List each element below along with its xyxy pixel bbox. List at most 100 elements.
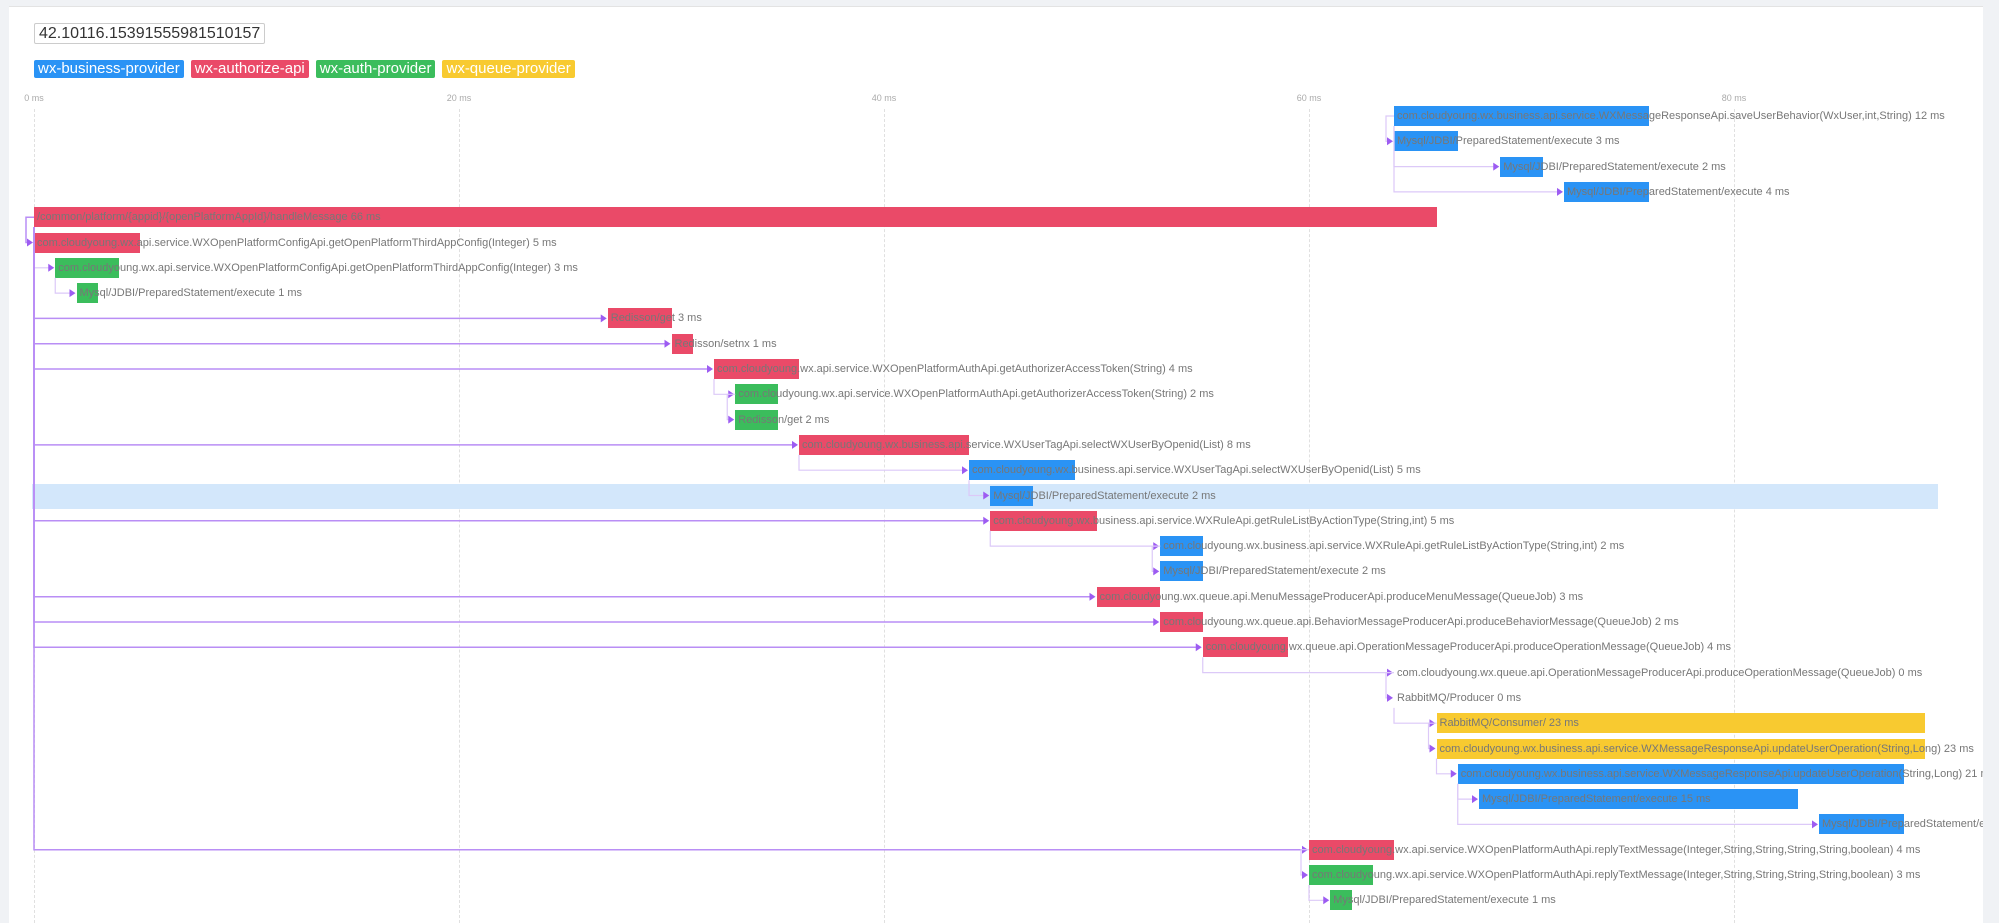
span-label[interactable]: Mysql/JDBI/PreparedStatement/execute 15 … <box>1482 793 1711 806</box>
span-bar[interactable] <box>1436 738 1926 759</box>
arrow-icon <box>48 263 55 272</box>
span-label[interactable]: Mysql/JDBI/PreparedStatement/execute <box>1822 818 1983 831</box>
arrow-icon <box>1387 137 1393 146</box>
arrow-icon <box>664 339 671 348</box>
trace-id[interactable]: 42.10116.15391555981510157 <box>34 23 266 44</box>
legend-service-auth: wx-auth-provider <box>315 60 436 78</box>
arrow-icon <box>1153 567 1160 576</box>
span-link <box>1435 758 1452 775</box>
span-bar[interactable] <box>735 409 778 430</box>
span-link <box>33 227 602 320</box>
span-label[interactable]: Redisson/get 3 ms <box>610 312 702 325</box>
span-label[interactable]: Mysql/JDBI/PreparedStatement/execute 4 m… <box>1567 185 1790 198</box>
span-bar[interactable] <box>1564 181 1649 202</box>
span-label[interactable]: Mysql/JDBI/PreparedStatement/execute 2 m… <box>993 489 1216 502</box>
span-links <box>25 115 1818 905</box>
span-bar[interactable] <box>1096 586 1161 607</box>
span-bar[interactable] <box>714 359 799 379</box>
span-label[interactable]: Mysql/JDBI/PreparedStatement/execute 2 m… <box>1503 160 1726 173</box>
arrow-icon <box>983 516 990 525</box>
span-label[interactable]: RabbitMQ/Consumer/ 23 ms <box>1439 717 1579 730</box>
span-label[interactable]: com.cloudyoung.wx.api.service.WXOpenPlat… <box>738 388 1214 401</box>
span-link <box>1202 657 1388 674</box>
arrow-icon <box>27 238 33 247</box>
span-bar[interactable] <box>1160 612 1203 632</box>
span-label[interactable]: com.cloudyoung.wx.business.api.service.W… <box>1163 540 1625 553</box>
span-label[interactable]: /common/platform/{appid}/{openPlatformAp… <box>37 211 381 224</box>
span-label[interactable]: com.cloudyoung.wx.business.api.service.W… <box>1439 742 1974 755</box>
span-label[interactable]: com.cloudyoung.wx.api.service.WXOpenPlat… <box>717 363 1193 375</box>
arrow-icon <box>707 365 713 373</box>
span-bar[interactable] <box>969 460 1076 481</box>
span-link <box>713 379 730 395</box>
span-label[interactable]: com.cloudyoung.wx.business.api.service.W… <box>1397 110 1945 122</box>
span-bar[interactable] <box>1457 763 1904 784</box>
span-label[interactable]: com.cloudyoung.wx.business.api.service.W… <box>1460 767 1983 780</box>
span-bar[interactable] <box>1330 890 1352 911</box>
arrow-icon <box>1323 896 1330 905</box>
span-label[interactable]: com.cloudyoung.wx.queue.api.OperationMes… <box>1397 666 1923 679</box>
span-bar[interactable] <box>990 510 1097 531</box>
span-label[interactable]: Mysql/JDBI/PreparedStatement/execute 2 m… <box>1163 565 1386 578</box>
span-link <box>54 277 71 294</box>
span-link <box>989 530 1155 547</box>
span-link <box>1457 783 1473 800</box>
span-label[interactable]: Mysql/JDBI/PreparedStatement/execute 1 m… <box>1333 894 1556 907</box>
arrow-icon <box>983 491 990 500</box>
span-bar[interactable] <box>990 485 1033 506</box>
span-bar[interactable] <box>799 434 969 455</box>
span-label[interactable]: Redisson/get 2 ms <box>738 413 830 426</box>
service-legend: wx-business-provider wx-authorize-api wx… <box>34 60 575 78</box>
span-bar[interactable] <box>1479 789 1798 810</box>
span-bar[interactable] <box>1394 106 1649 126</box>
span-bar[interactable] <box>1160 536 1203 557</box>
span-bar[interactable] <box>1436 713 1926 734</box>
arrow-icon <box>728 415 735 424</box>
legend-service-business: wx-business-provider <box>34 60 184 78</box>
span-link <box>33 227 1303 851</box>
span-bar[interactable] <box>34 232 141 253</box>
arrow-icon <box>1302 871 1308 879</box>
span-label[interactable]: com.cloudyoung.wx.api.service.WXOpenPlat… <box>1312 843 1921 856</box>
span-bar[interactable] <box>1309 839 1394 860</box>
span-label[interactable]: com.cloudyoung.wx.api.service.WXOpenPlat… <box>37 236 557 249</box>
arrow-icon <box>792 440 798 449</box>
span-label[interactable]: com.cloudyoung.wx.business.api.service.W… <box>972 464 1421 477</box>
arrow-icon <box>1089 592 1096 601</box>
span-link <box>33 227 1197 649</box>
span-label[interactable]: com.cloudyoung.wx.queue.api.BehaviorMess… <box>1163 616 1679 628</box>
span-bar[interactable] <box>76 283 98 304</box>
arrow-icon <box>1450 769 1457 778</box>
arrow-icon <box>1812 820 1818 829</box>
span-bar[interactable] <box>671 333 693 354</box>
span-label[interactable]: com.cloudyoung.wx.api.service.WXOpenPlat… <box>1312 869 1921 881</box>
span-label[interactable]: com.cloudyoung.wx.queue.api.MenuMessageP… <box>1099 590 1584 603</box>
span-bar[interactable] <box>1500 156 1543 177</box>
arrow-icon <box>1153 618 1160 626</box>
trace-detail-panel: 42.10116.15391555981510157 wx-business-p… <box>9 6 1983 923</box>
span-bar[interactable] <box>735 384 778 405</box>
arrow-icon <box>1429 744 1436 753</box>
span-label[interactable]: Mysql/JDBI/PreparedStatement/execute 3 m… <box>1397 135 1620 148</box>
span-bar[interactable] <box>55 257 119 278</box>
span-bar[interactable] <box>1394 131 1458 152</box>
span-bar[interactable] <box>1160 561 1203 582</box>
legend-service-authorize: wx-authorize-api <box>190 60 309 78</box>
span-label[interactable]: com.cloudyoung.wx.queue.api.OperationMes… <box>1205 641 1731 654</box>
span-bar[interactable] <box>1309 865 1373 885</box>
span-label[interactable]: com.cloudyoung.wx.api.service.WXOpenPlat… <box>58 261 578 274</box>
span-label[interactable]: com.cloudyoung.wx.business.api.service.W… <box>802 438 1251 451</box>
span-bar[interactable] <box>1819 814 1904 835</box>
span-bar[interactable] <box>34 207 1437 228</box>
span-link <box>798 454 963 471</box>
span-label[interactable]: RabbitMQ/Producer 0 ms <box>1397 691 1522 704</box>
arrow-icon <box>1472 795 1478 804</box>
arrow-icon <box>1387 693 1393 702</box>
arrow-icon <box>600 314 607 323</box>
span-link <box>1308 885 1325 901</box>
span-bar[interactable] <box>607 308 672 329</box>
span-label[interactable]: com.cloudyoung.wx.business.api.service.W… <box>993 514 1455 527</box>
span-bar[interactable] <box>1202 637 1288 658</box>
span-label[interactable]: Mysql/JDBI/PreparedStatement/execute 1 m… <box>79 287 303 300</box>
span-label[interactable]: Redisson/setnx 1 ms <box>674 337 777 350</box>
